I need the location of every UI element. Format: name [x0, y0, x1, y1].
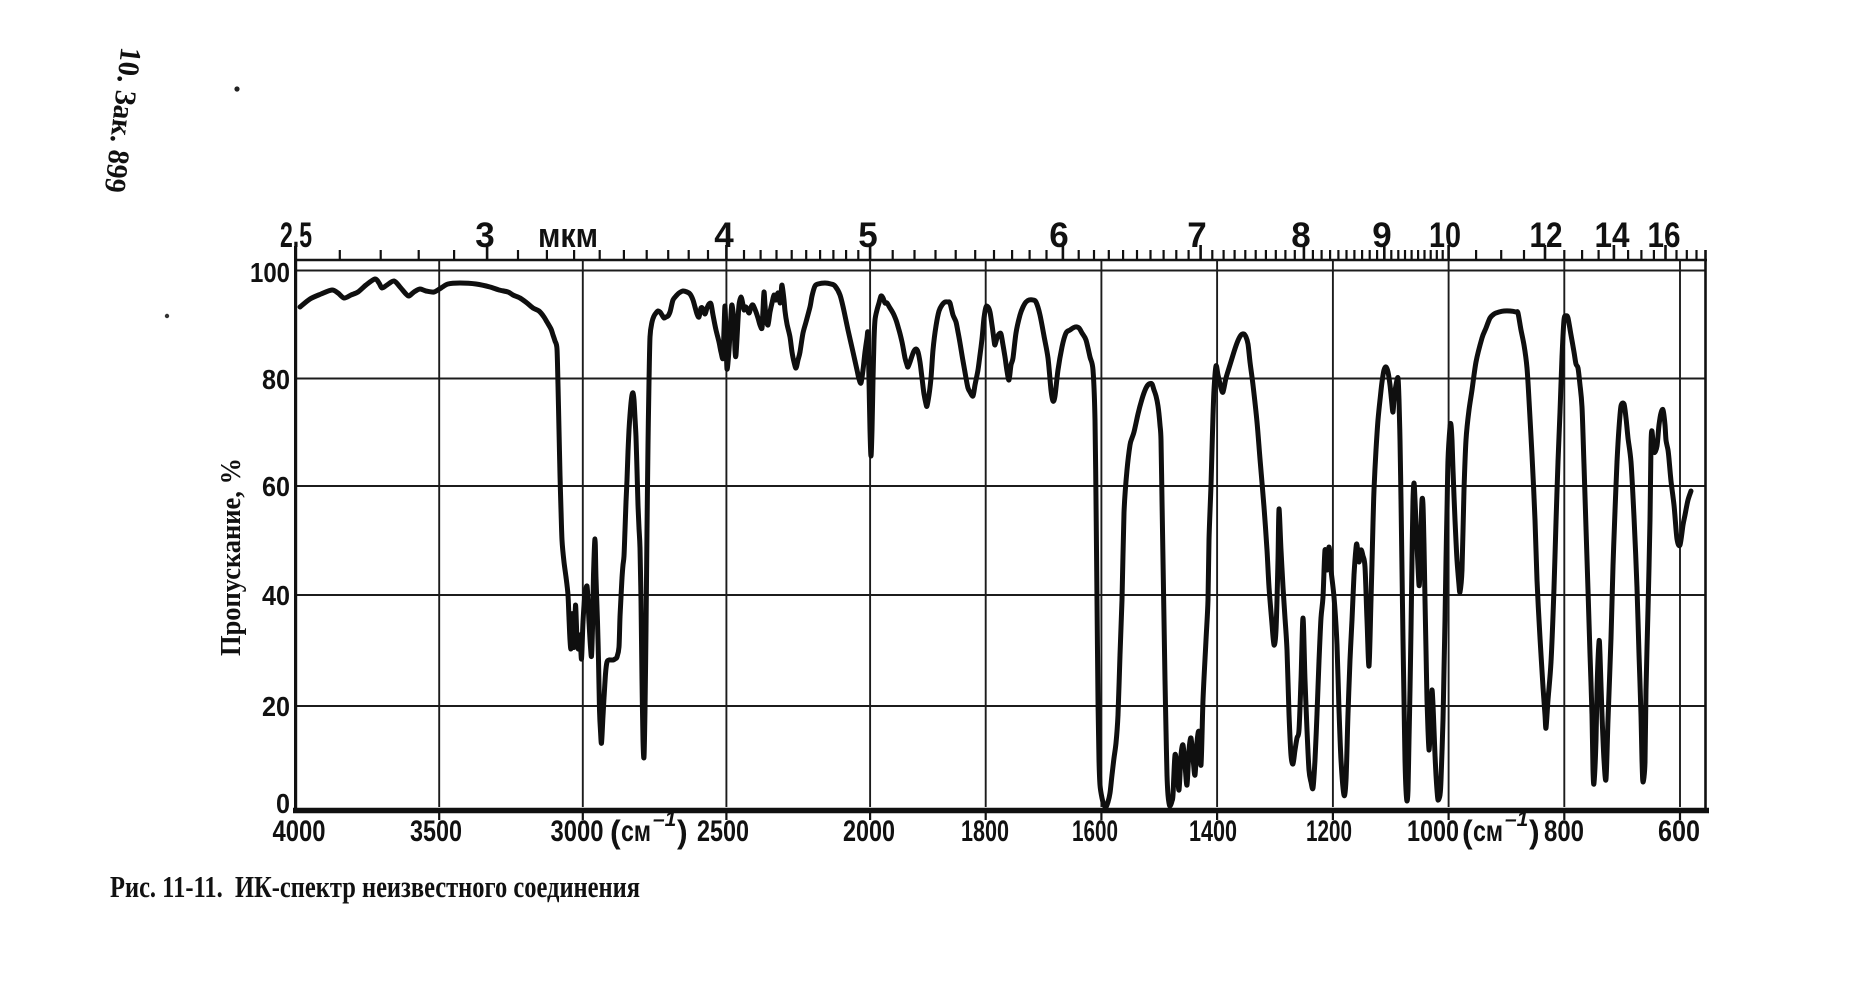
- svg-text:1000: 1000: [1407, 815, 1459, 848]
- svg-text:2500: 2500: [697, 815, 749, 848]
- svg-text:9: 9: [1372, 216, 1391, 255]
- svg-text:10: 10: [1429, 216, 1461, 255]
- svg-text:60: 60: [262, 471, 290, 502]
- svg-text:4000: 4000: [273, 815, 326, 848]
- svg-text:–1: –1: [653, 808, 676, 831]
- svg-text:20: 20: [262, 691, 290, 722]
- svg-text:(: (: [1462, 814, 1473, 850]
- svg-text:): ): [1529, 814, 1540, 850]
- svg-text:Пропускание, %: Пропускание, %: [215, 458, 247, 656]
- svg-text:1200: 1200: [1306, 815, 1352, 848]
- svg-text:3000: 3000: [551, 815, 604, 848]
- svg-text:7: 7: [1187, 216, 1206, 255]
- svg-text:40: 40: [262, 580, 290, 611]
- svg-text:100: 100: [250, 257, 290, 288]
- svg-text:0: 0: [276, 788, 290, 819]
- svg-text:1600: 1600: [1072, 815, 1118, 848]
- svg-text:(: (: [610, 814, 621, 850]
- svg-text:см: см: [621, 815, 651, 848]
- svg-text:–1: –1: [1505, 808, 1528, 831]
- svg-text:6: 6: [1049, 216, 1068, 255]
- svg-text:см: см: [1473, 815, 1503, 848]
- svg-text:4: 4: [714, 216, 734, 255]
- svg-text:8: 8: [1291, 216, 1310, 255]
- svg-text:14: 14: [1595, 216, 1630, 255]
- svg-text:3: 3: [475, 216, 494, 255]
- svg-text:16: 16: [1648, 216, 1681, 255]
- svg-text:Рис. 11-11. ИК-спектр неизвес: Рис. 11-11. ИК-спектр неизвестного соеди…: [110, 869, 640, 904]
- svg-text:5: 5: [858, 216, 877, 255]
- svg-text:): ): [677, 814, 688, 850]
- svg-text:1800: 1800: [961, 815, 1009, 848]
- svg-text:2.5: 2.5: [280, 216, 312, 255]
- svg-text:2000: 2000: [843, 815, 895, 848]
- svg-text:1400: 1400: [1189, 815, 1237, 848]
- svg-text:600: 600: [1658, 815, 1700, 848]
- svg-text:12: 12: [1530, 216, 1563, 255]
- svg-text:мкм: мкм: [538, 217, 598, 255]
- svg-text:3500: 3500: [410, 815, 462, 848]
- svg-text:80: 80: [262, 364, 290, 395]
- svg-text:800: 800: [1544, 815, 1584, 848]
- svg-text:10. Зак. 899: 10. Зак. 899: [98, 46, 147, 195]
